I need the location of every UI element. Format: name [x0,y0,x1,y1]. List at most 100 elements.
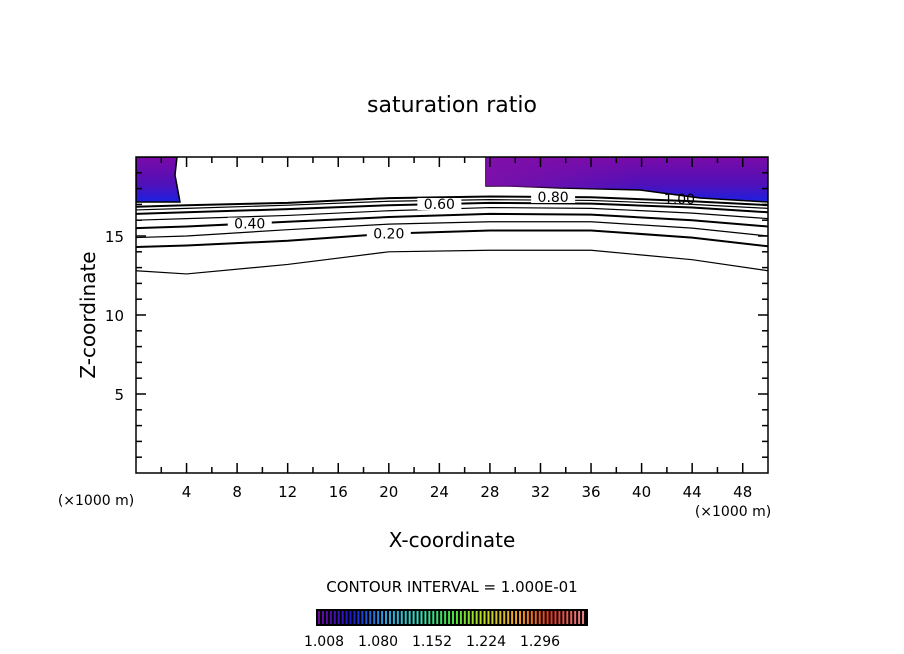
x-tick-label: 24 [430,483,449,501]
colorbar-swatch [495,611,498,624]
colorbar-swatch [558,611,561,624]
colorbar-swatch [546,611,549,624]
colorbar-swatch [554,611,557,624]
colorbar-swatch [381,611,384,624]
colorbar-swatch [534,611,537,624]
colorbar-swatch [329,611,332,624]
colorbar-swatch [440,611,443,624]
colorbar-tick-label: 1.080 [358,634,398,650]
colorbar-swatch [321,611,324,624]
colorbar-swatch [530,611,533,624]
colorbar-tick-label: 1.008 [304,634,344,650]
contour-line-0.3 [136,221,768,239]
colorbar-swatch [416,611,419,624]
colorbar-swatch [526,611,529,624]
colorbar-swatch [365,611,368,624]
colorbar-swatch [400,611,403,624]
y-tick-label: 10 [105,307,124,325]
colorbar-swatch [337,611,340,624]
contour-label: 0.40 [234,217,265,233]
colorbar-swatch [459,611,462,624]
colorbar-swatch [444,611,447,624]
colorbar-swatch [377,611,380,624]
contour-line-0.8 [136,195,768,208]
colorbar-swatch [542,611,545,624]
y-tick-label: 15 [105,228,124,246]
colorbar-swatch [503,611,506,624]
colorbar-swatch [361,611,364,624]
colorbar-swatch [420,611,423,624]
colorbar-swatch [412,611,415,624]
colorbar-swatch [369,611,372,624]
chart-title: saturation ratio [367,93,537,118]
x-tick-label: 28 [480,483,499,501]
contour-interval: CONTOUR INTERVAL = 1.000E-01 [326,578,577,596]
colorbar-swatch [353,611,356,624]
colorbar-swatch [582,611,585,624]
x-tick-label: 12 [278,483,297,501]
x-tick-label: 48 [733,483,752,501]
colorbar-swatch [483,611,486,624]
colorbar-swatch [349,611,352,624]
colorbar-swatch [428,611,431,624]
colorbar-swatch [341,611,344,624]
colorbar-swatch [318,611,320,624]
colorbar-swatch [578,611,581,624]
colorbar-swatch [566,611,569,624]
colorbar-swatch [467,611,470,624]
colorbar-swatch [436,611,439,624]
x-tick-label: 8 [232,483,242,501]
x-tick-label: 16 [329,483,348,501]
x-unit-left: (×1000 m) [58,493,134,509]
contour-label: 0.80 [538,190,569,206]
colorbar-swatch [574,611,577,624]
colorbar-swatch [388,611,391,624]
colorbar-swatch [522,611,525,624]
colorbar-swatch [385,611,387,624]
colorbar-swatch [515,611,518,624]
colorbar-swatch [463,611,466,624]
colorbar-swatch [452,611,454,624]
colorbar-swatch [424,611,427,624]
x-unit-right: (×1000 m) [695,504,771,520]
x-axis-label: X-coordinate [389,528,516,552]
colorbar-swatch [471,611,474,624]
y-tick-label: 5 [114,386,124,404]
colorbar-tick-label: 1.224 [466,634,506,650]
contour-line-0.4 [136,212,768,230]
contour-label-1-00: 1.00 [664,192,695,208]
contour-label: 0.60 [424,197,455,213]
colorbar-swatch [448,611,451,624]
colorbar-swatch [479,611,482,624]
colorbar-swatch [432,611,435,624]
colorbar-swatch [538,611,541,624]
colorbar-swatch [519,611,521,624]
colorbar-swatch [373,611,376,624]
contour-line-0.1 [136,249,768,275]
x-tick-label: 20 [379,483,398,501]
x-tick-label: 44 [683,483,702,501]
colorbar-swatch [511,611,514,624]
colorbar-swatch [491,611,494,624]
x-tick-label: 4 [182,483,192,501]
colorbar-tick-label: 1.152 [412,634,452,650]
supersaturated-region-left [136,157,181,203]
colorbar-swatch [396,611,399,624]
colorbar-tick-label: 1.296 [520,634,560,650]
y-axis-label: Z-coordinate [76,251,100,378]
colorbar-swatch [408,611,411,624]
colorbar-swatch [499,611,502,624]
colorbar-swatch [562,611,565,624]
colorbar-swatch [475,611,478,624]
x-tick-label: 36 [581,483,600,501]
colorbar-swatch [404,611,407,624]
colorbar-swatch [507,611,510,624]
contour-line-0.2 [136,229,768,249]
colorbar-swatch [333,611,336,624]
colorbar-swatch [550,611,553,624]
x-tick-label: 40 [632,483,651,501]
colorbar-swatch [392,611,395,624]
colorbar-swatch [455,611,458,624]
colorbar-swatch [345,611,348,624]
